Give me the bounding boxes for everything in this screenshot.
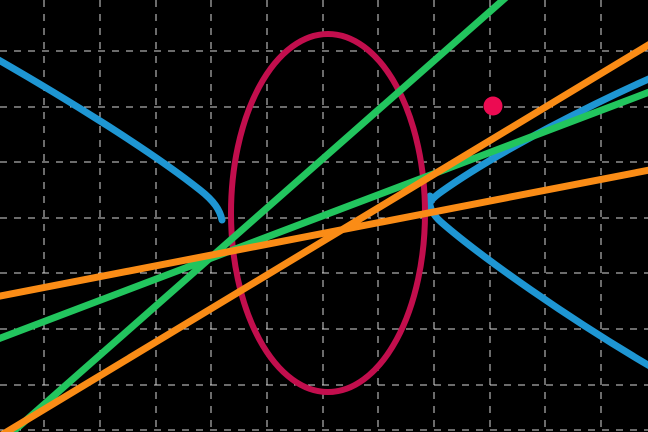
curve-line-orange-shallow[interactable] [0, 166, 648, 300]
data-points-group[interactable] [483, 96, 503, 116]
curve-line-green-steep[interactable] [0, 0, 520, 432]
curve-hyperbola-stub-upper-right[interactable] [426, 74, 648, 207]
curve-hyperbola-upper-branch-left[interactable] [0, 55, 226, 224]
curve-line-green-shallow[interactable] [0, 88, 648, 342]
point-intersection-point[interactable] [483, 96, 503, 116]
curve-line-orange-steep[interactable] [0, 38, 648, 432]
